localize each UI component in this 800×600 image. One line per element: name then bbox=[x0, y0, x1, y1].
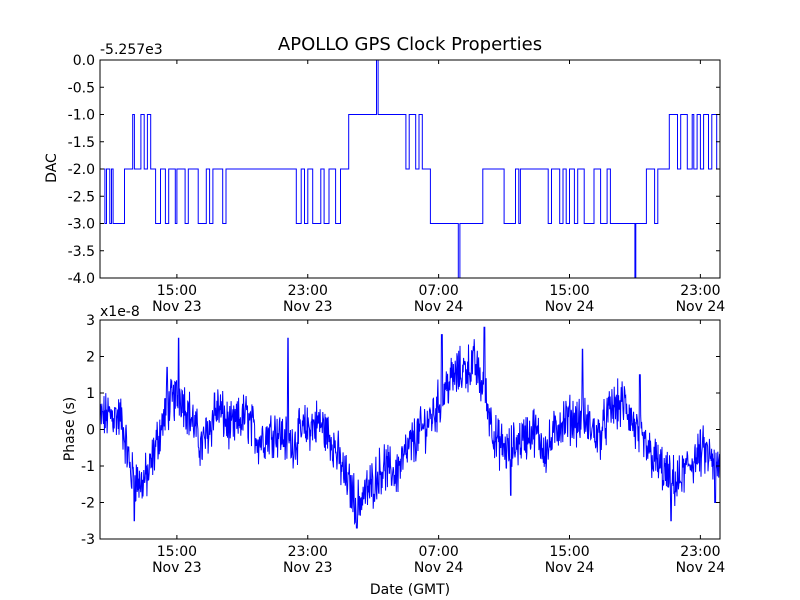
dac-ytick-label: -4.0 bbox=[68, 271, 95, 287]
phase-ytick-label: 0 bbox=[86, 423, 95, 439]
dac-xtick-date: Nov 23 bbox=[283, 299, 333, 315]
phase-xtick-time: 15:00 bbox=[549, 544, 589, 560]
phase-xtick-date: Nov 24 bbox=[414, 560, 464, 576]
dac-ytick-label: -2.5 bbox=[68, 189, 95, 205]
phase-ytick-label: -1 bbox=[81, 459, 95, 475]
dac-xtick-date: Nov 24 bbox=[414, 299, 464, 315]
phase-series-line bbox=[100, 326, 720, 529]
phase-xtick-time: 23:00 bbox=[288, 544, 328, 560]
dac-series-line bbox=[100, 60, 720, 278]
dac-xtick-time: 15:00 bbox=[157, 283, 197, 299]
phase-ytick-label: 1 bbox=[86, 386, 95, 402]
dac-ytick-label: -3.5 bbox=[68, 244, 95, 260]
dac-panel: 0.0 -0.5 -1.0 -1.5 -2.0 -2.5 -3.0 -3.5 -4.0 15:00… bbox=[68, 53, 726, 315]
dac-xtick-date: Nov 24 bbox=[545, 299, 595, 315]
phase-ytick-label: 3 bbox=[86, 313, 95, 329]
x-axis-label: Date (GMT) bbox=[370, 582, 450, 598]
phase-xtick-time: 23:00 bbox=[680, 544, 720, 560]
phase-xtick-date: Nov 23 bbox=[283, 560, 333, 576]
dac-ytick-label: -2.0 bbox=[68, 162, 95, 178]
dac-ytick-label: -0.5 bbox=[68, 80, 95, 96]
phase-y-axis-label: Phase (s) bbox=[62, 397, 78, 461]
dac-ytick-label: -1.5 bbox=[68, 135, 95, 151]
phase-xtick-date: Nov 24 bbox=[676, 560, 726, 576]
dac-y-axis-label: DAC bbox=[44, 153, 60, 183]
phase-xtick-date: Nov 23 bbox=[152, 560, 202, 576]
dac-ytick-label: -1.0 bbox=[68, 108, 95, 124]
phase-xtick-time: 15:00 bbox=[157, 544, 197, 560]
phase-ytick-label: -2 bbox=[81, 496, 95, 512]
phase-ytick-label: -3 bbox=[81, 532, 95, 548]
dac-ytick-label: -3.0 bbox=[68, 217, 95, 233]
dac-offset-label: -5.257e3 bbox=[100, 42, 163, 58]
chart-title: APOLLO GPS Clock Properties bbox=[278, 34, 542, 55]
dac-ytick-label: 0.0 bbox=[73, 53, 95, 69]
dac-xtick-time: 15:00 bbox=[549, 283, 589, 299]
dac-xtick-time: 23:00 bbox=[288, 283, 328, 299]
dac-xtick-time: 07:00 bbox=[418, 283, 458, 299]
dac-xtick-date: Nov 24 bbox=[676, 299, 726, 315]
phase-xtick-date: Nov 24 bbox=[545, 560, 595, 576]
dac-xtick-date: Nov 23 bbox=[152, 299, 202, 315]
phase-ytick-label: 2 bbox=[86, 350, 95, 366]
phase-xtick-time: 07:00 bbox=[418, 544, 458, 560]
dac-xtick-time: 23:00 bbox=[680, 283, 720, 299]
phase-offset-label: x1e-8 bbox=[100, 304, 140, 320]
